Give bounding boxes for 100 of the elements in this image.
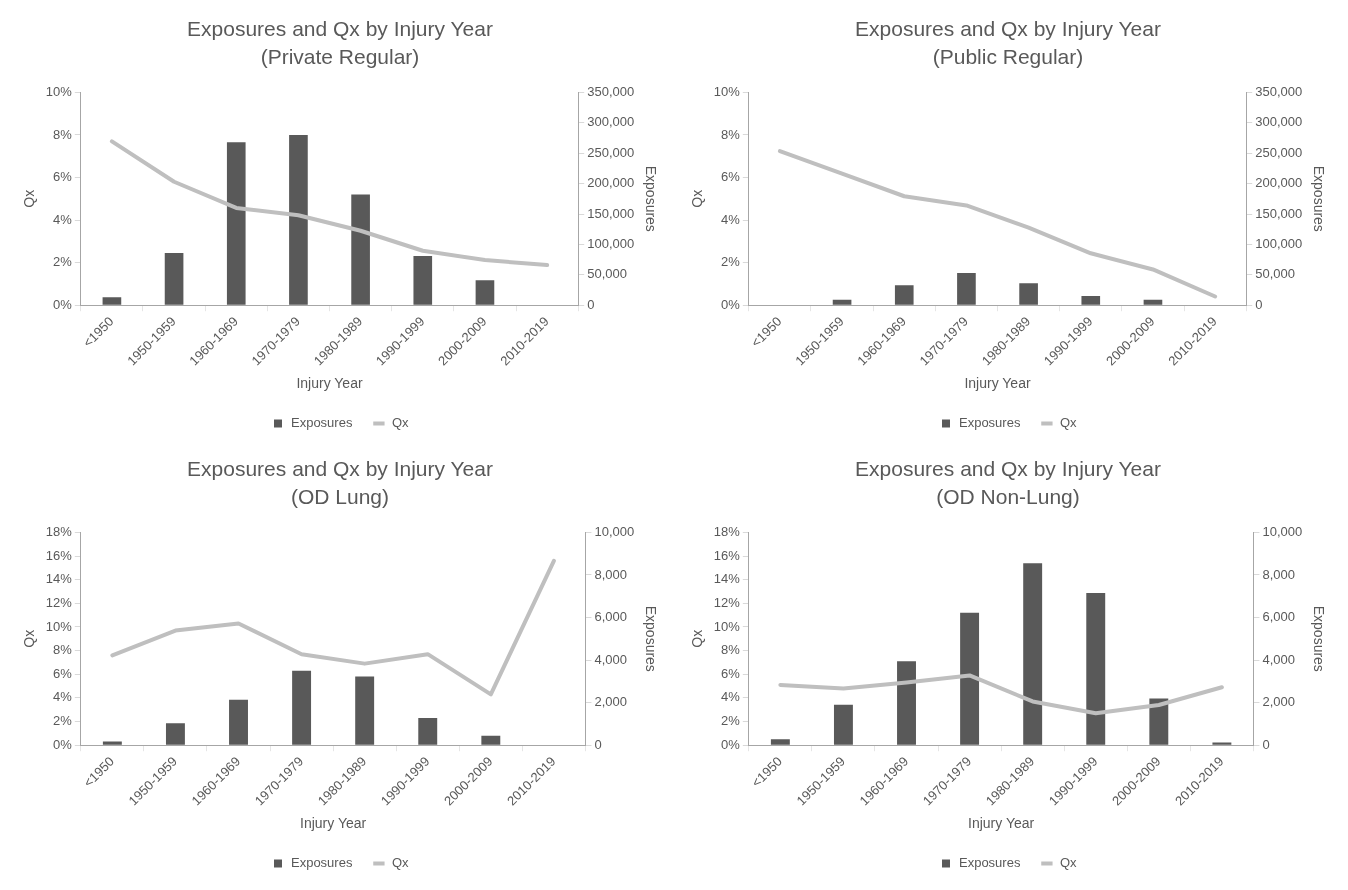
chart-title: Exposures and Qx by Injury Year <box>187 457 493 481</box>
y-axis-title: Qx <box>689 189 706 208</box>
bar <box>102 297 122 305</box>
bar <box>1081 296 1101 305</box>
y2-tick-label: 10,000 <box>1262 523 1303 539</box>
chart-title: Exposures and Qx by Injury Year <box>855 17 1161 41</box>
y-tick-label: 0% <box>721 736 741 752</box>
y-tick-label: 4% <box>53 211 73 227</box>
y2-tick-label: 150,000 <box>1255 205 1303 221</box>
y-tick-label: 4% <box>53 689 73 705</box>
y-tick-label: 0% <box>53 736 73 752</box>
bar <box>289 134 308 305</box>
y-tick-label: 10% <box>713 618 741 634</box>
bar <box>226 142 246 305</box>
y2-tick-label: 0 <box>1262 736 1270 752</box>
y-tick-label: 6% <box>721 665 741 681</box>
bar <box>1086 593 1106 745</box>
y-tick-label: 4% <box>721 689 741 705</box>
y-tick-label: 18% <box>713 523 741 539</box>
chart-subtitle: (OD Lung) <box>290 484 390 508</box>
legend-label: Qx <box>391 855 410 871</box>
y2-tick-label: 8,000 <box>594 566 627 582</box>
bar <box>897 661 916 745</box>
y2-axis-title: Exposures <box>1310 165 1327 232</box>
y2-tick-label: 2,000 <box>594 694 627 710</box>
y-tick-label: 14% <box>45 571 73 587</box>
y2-tick-label: 4,000 <box>1262 651 1295 667</box>
legend-label: Exposures <box>290 855 353 871</box>
y2-tick-label: 0 <box>587 296 595 312</box>
bar <box>1212 742 1232 745</box>
y-tick-label: 10% <box>45 83 73 99</box>
bar <box>165 723 185 745</box>
bar <box>292 670 312 745</box>
bar <box>960 612 980 745</box>
bar <box>164 252 184 305</box>
y2-tick-label: 6,000 <box>594 609 627 625</box>
legend-label: Qx <box>1059 855 1078 871</box>
y-tick-label: 6% <box>53 169 73 185</box>
y-tick-label: 0% <box>53 296 73 312</box>
bar <box>770 739 790 745</box>
bar <box>1149 698 1169 745</box>
bar <box>1023 563 1043 745</box>
bar <box>475 280 495 305</box>
y-tick-label: 2% <box>53 713 73 729</box>
y2-tick-label: 250,000 <box>1255 144 1303 160</box>
bar <box>833 704 853 745</box>
y2-tick-label: 50,000 <box>587 266 627 282</box>
y2-axis-title: Exposures <box>1310 605 1327 672</box>
bar <box>894 285 914 305</box>
y2-tick-label: 50,000 <box>1255 266 1295 282</box>
y-tick-label: 14% <box>713 571 741 587</box>
y-tick-label: 4% <box>721 211 741 227</box>
y2-tick-label: 6,000 <box>1262 609 1295 625</box>
y2-tick-label: 8,000 <box>1262 566 1295 582</box>
bar <box>418 717 438 745</box>
y-tick-label: 10% <box>45 618 73 634</box>
chart-subtitle: (OD Non-Lung) <box>936 484 1080 508</box>
bar <box>1143 299 1163 305</box>
y2-tick-label: 300,000 <box>587 114 635 130</box>
y2-tick-label: 350,000 <box>587 83 635 99</box>
legend-label: Exposures <box>958 415 1021 431</box>
y-tick-label: 8% <box>721 126 741 142</box>
bar <box>957 272 976 305</box>
y-tick-label: 8% <box>53 126 73 142</box>
y-tick-label: 8% <box>53 642 73 658</box>
legend-label: Qx <box>1059 415 1078 431</box>
x-axis-title: Injury Year <box>968 815 1035 832</box>
bar <box>102 741 122 745</box>
y2-tick-label: 200,000 <box>1255 175 1303 191</box>
y2-tick-label: 4,000 <box>594 651 627 667</box>
chart-subtitle: (Private Regular) <box>260 44 420 68</box>
bar <box>832 299 852 305</box>
y2-axis-title: Exposures <box>642 165 659 232</box>
legend-label: Exposures <box>290 415 353 431</box>
legend-label: Qx <box>391 415 410 431</box>
bar <box>1019 283 1038 305</box>
chart-title: Exposures and Qx by Injury Year <box>855 457 1161 481</box>
y-tick-label: 16% <box>45 547 73 563</box>
y2-tick-label: 200,000 <box>587 175 635 191</box>
chart-title: Exposures and Qx by Injury Year <box>187 17 493 41</box>
bar <box>413 255 433 305</box>
y2-tick-label: 0 <box>1255 296 1263 312</box>
x-axis-title: Injury Year <box>296 375 363 392</box>
y-axis-title: Qx <box>21 189 38 208</box>
y-tick-label: 2% <box>53 254 73 270</box>
y2-tick-label: 10,000 <box>594 523 635 539</box>
y-axis-title: Qx <box>21 629 38 648</box>
y-tick-label: 12% <box>713 594 741 610</box>
y-tick-label: 0% <box>721 296 741 312</box>
y-axis-title: Qx <box>689 629 706 648</box>
bar <box>355 676 375 745</box>
y2-tick-label: 250,000 <box>587 144 635 160</box>
y2-tick-label: 2,000 <box>1262 694 1295 710</box>
y2-tick-label: 350,000 <box>1255 83 1303 99</box>
y-tick-label: 18% <box>45 523 73 539</box>
y-tick-label: 2% <box>721 713 741 729</box>
y-tick-label: 6% <box>53 665 73 681</box>
x-axis-title: Injury Year <box>964 375 1031 392</box>
y-tick-label: 12% <box>45 594 73 610</box>
y2-tick-label: 100,000 <box>1255 235 1303 251</box>
